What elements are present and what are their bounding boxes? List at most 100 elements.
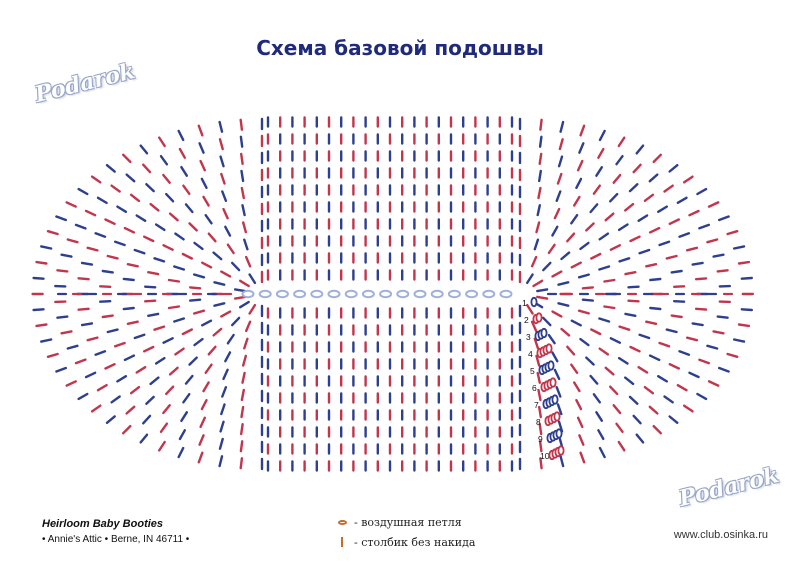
stitch-mark (555, 386, 562, 398)
stitch-mark (624, 312, 637, 317)
stitch-mark (663, 395, 674, 404)
stitch-mark (106, 254, 119, 260)
stitch-mark (80, 322, 94, 327)
stitch-mark (537, 388, 542, 402)
stitch-mark (113, 341, 126, 348)
stitch-mark (218, 120, 224, 133)
stitch-mark (192, 273, 206, 279)
stitch-mark (609, 192, 619, 203)
stitch-mark (218, 437, 224, 450)
stitch-mark (686, 246, 699, 252)
stitch-legend: - воздушная петля - столбик без накида (334, 512, 475, 552)
stitch-mark (220, 270, 232, 278)
stitch-mark (617, 356, 629, 365)
stitch-mark (240, 169, 245, 183)
stitch-mark (32, 308, 45, 312)
stitch-mark (670, 269, 683, 274)
stitch-mark (683, 404, 694, 413)
stitch-mark (694, 307, 708, 311)
stitch-mark (139, 144, 149, 155)
stitch-mark (536, 288, 549, 293)
turning-chain-mark (545, 343, 553, 354)
booklet-credit: Heirloom Baby Booties • Annie's Attic • … (42, 518, 189, 545)
stitch-mark (230, 261, 241, 272)
stitch-mark (551, 310, 563, 318)
stitch-mark (218, 455, 224, 468)
stitch-mark (573, 195, 581, 207)
stitch-mark (129, 385, 141, 395)
stitch-mark (244, 255, 252, 268)
chain-mark (430, 289, 444, 299)
stitch-mark (154, 356, 166, 365)
stitch-mark (147, 312, 160, 317)
stitch-mark (570, 213, 579, 225)
stitch-mark (116, 205, 128, 214)
stitch-mark (184, 203, 194, 214)
stitch-mark (106, 328, 119, 334)
booklet-title: Heirloom Baby Booties (42, 518, 164, 530)
stitch-mark (635, 433, 645, 444)
stitch-mark (133, 333, 146, 340)
stitch-mark (65, 201, 77, 208)
stitch-mark (652, 424, 662, 435)
stitch-mark (740, 276, 753, 280)
stitch-mark (648, 226, 661, 234)
stitch-mark (718, 366, 730, 373)
stitch-mark (643, 386, 655, 395)
stitch-mark (239, 440, 244, 453)
stitch-mark (126, 320, 139, 325)
stitch-mark (198, 434, 205, 446)
chain-stitch-icon (334, 519, 350, 525)
stitch-mark (538, 169, 542, 183)
stitch-mark (575, 177, 583, 190)
stitch-mark (638, 333, 651, 340)
stitch-mark (55, 215, 68, 222)
round-number: 4 (528, 349, 533, 359)
stitch-mark (239, 152, 244, 166)
stitch-mark (218, 138, 224, 151)
stitch-mark (226, 333, 235, 345)
turning-chain-mark (535, 312, 543, 323)
stitch-mark (213, 281, 226, 286)
stitch-mark (94, 350, 107, 356)
stitch-mark (670, 314, 683, 319)
stitch-mark (538, 152, 543, 166)
stitch-mark (557, 302, 570, 307)
stitch-mark (657, 375, 668, 383)
stitch-mark (592, 184, 601, 195)
stitch-mark (243, 337, 249, 350)
stitch-mark (46, 352, 59, 358)
stitch-mark (126, 263, 139, 268)
stitch-mark (248, 273, 257, 285)
stitch-mark (553, 368, 561, 381)
stitch-mark (716, 315, 729, 319)
stitch-mark (125, 405, 136, 415)
stitch-mark (121, 153, 132, 164)
stitch-mark (248, 303, 257, 315)
stitch-mark (598, 347, 610, 356)
stitch-mark (589, 374, 599, 385)
page-title: Схема базовой подошвы (256, 36, 544, 60)
stitch-mark (241, 204, 246, 217)
stitch-mark (585, 222, 595, 232)
stitch-mark (603, 305, 616, 310)
stitch-mark (691, 261, 704, 266)
stitch-mark (233, 288, 247, 293)
stitch-mark (688, 371, 700, 379)
stitch-mark (173, 317, 186, 323)
stitch-mark (94, 232, 107, 238)
stitch-mark (627, 299, 640, 303)
stitch-mark (615, 422, 624, 433)
stitch-mark (230, 316, 241, 327)
stitch-mark (576, 416, 584, 429)
stitch-mark (737, 323, 751, 328)
stitch-mark (539, 457, 543, 470)
round-number: 1 (522, 298, 527, 308)
source-website: www.club.osinka.ru (673, 529, 768, 541)
stitch-mark (202, 381, 210, 393)
stitch-mark (624, 202, 635, 212)
stitch-mark (204, 363, 213, 374)
stitch-mark (658, 240, 671, 247)
stitch-mark (673, 285, 686, 288)
stitch-mark (66, 238, 79, 244)
